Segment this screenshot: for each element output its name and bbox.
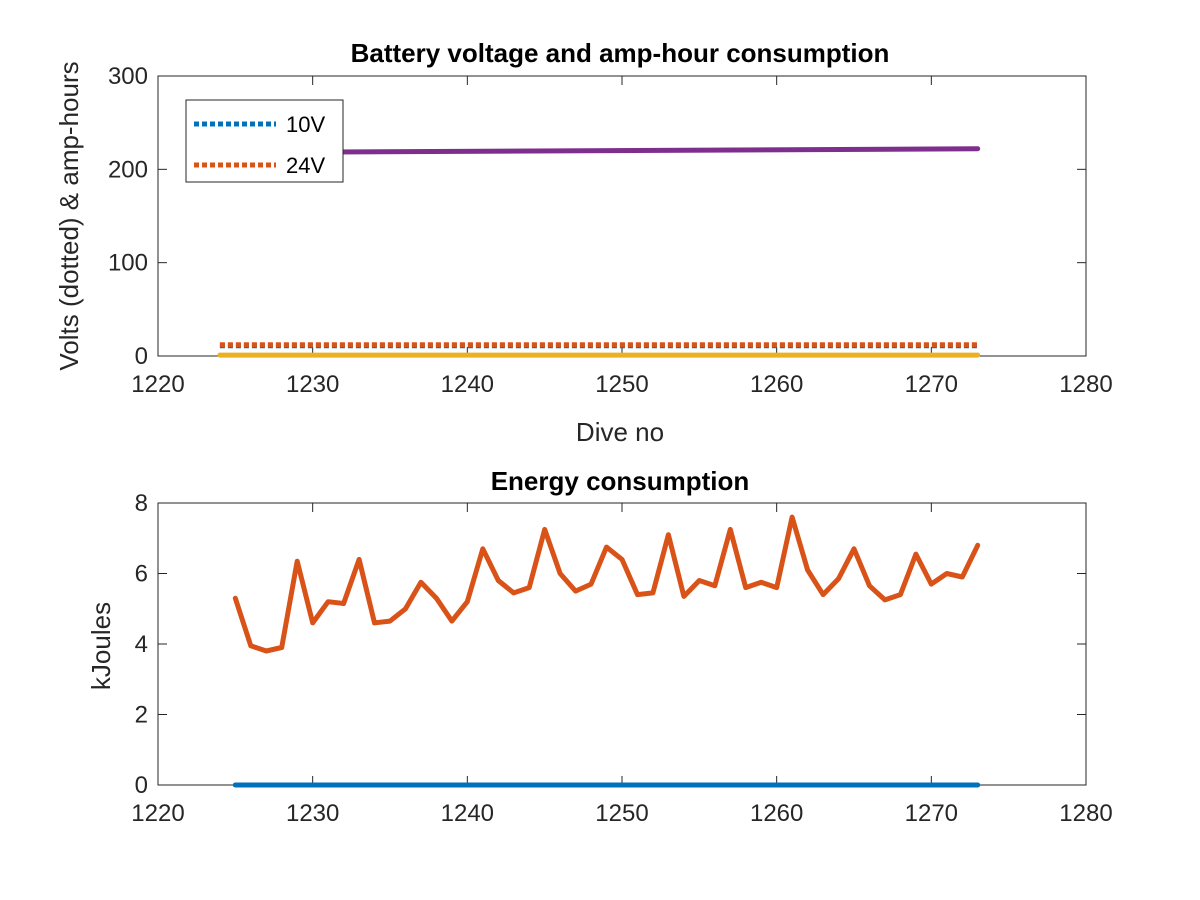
energy-ytick-label: 2: [135, 702, 148, 729]
battery-xtick-label: 1230: [286, 371, 339, 398]
energy-xtick-label: 1220: [131, 800, 184, 827]
energy-series-1-point: [250, 645, 251, 646]
energy-series-1-point: [869, 585, 870, 586]
energy-series-1-point: [977, 545, 978, 546]
energy-series-1-point: [498, 580, 499, 581]
energy-series-1-point: [823, 594, 824, 595]
energy-xtick-label: 1250: [595, 800, 648, 827]
energy-series-1-point: [652, 592, 653, 593]
energy-series-1-point: [699, 580, 700, 581]
energy-ytick-label: 8: [135, 490, 148, 517]
energy-series-1-point: [622, 559, 623, 560]
energy-series-1-point: [482, 548, 483, 549]
energy-series-1-point: [776, 587, 777, 588]
energy-axes-box: [157, 502, 1087, 786]
battery-series-0-point: [977, 345, 978, 346]
energy-series-1-point: [792, 517, 793, 518]
battery-ytick-label: 0: [135, 343, 148, 370]
energy-xtick-label: 1230: [286, 800, 339, 827]
energy-series-1-point: [668, 534, 669, 535]
battery-xtick-label: 1250: [595, 371, 648, 398]
energy-series-1-point: [606, 547, 607, 548]
energy-series-1-point: [343, 603, 344, 604]
energy-ytick-label: 6: [135, 561, 148, 588]
energy-series-1-point: [266, 651, 267, 652]
energy-series-1-point: [884, 599, 885, 600]
energy-series-1-point: [745, 587, 746, 588]
energy-series-1-point: [544, 529, 545, 530]
battery-voltage-axes: Battery voltage and amp-hour consumption…: [54, 38, 1113, 447]
energy-series-1-point: [436, 598, 437, 599]
energy-series-1-point: [420, 582, 421, 583]
battery-series-2-point: [977, 355, 978, 356]
battery-series-3-point: [977, 148, 978, 149]
energy-series-1-point: [683, 596, 684, 597]
battery-xtick-label: 1220: [131, 371, 184, 398]
energy-series-1-point: [374, 622, 375, 623]
energy-series-1-point: [359, 559, 360, 560]
energy-xtick-label: 1280: [1059, 800, 1112, 827]
battery-ytick-label: 300: [108, 63, 148, 90]
energy-series-1-point: [591, 584, 592, 585]
battery-series-line-3: [217, 146, 981, 155]
energy-series-1-point: [235, 598, 236, 599]
energy-series-1-point: [931, 584, 932, 585]
battery-ytick-label: 100: [108, 250, 148, 277]
battery-series-2-point: [219, 355, 220, 356]
energy-series-1-point: [297, 561, 298, 562]
energy-chart-ylabel: kJoules: [86, 602, 116, 690]
energy-series-1-point: [962, 577, 963, 578]
battery-chart-xlabel: Dive no: [576, 417, 664, 447]
legend-box: [185, 99, 344, 183]
energy-xtick-label: 1260: [750, 800, 803, 827]
battery-ytick-label: 200: [108, 156, 148, 183]
energy-series-0-point: [235, 785, 236, 786]
battery-xtick-label: 1280: [1059, 371, 1112, 398]
energy-series-1-point: [390, 621, 391, 622]
energy-series-1-point: [714, 585, 715, 586]
energy-series-1-point: [730, 529, 731, 530]
energy-series-1-point: [807, 569, 808, 570]
energy-series-1-point: [761, 582, 762, 583]
energy-chart-title: Energy consumption: [491, 466, 750, 496]
legend-label-0: 10V: [286, 112, 325, 137]
energy-xtick-label: 1270: [905, 800, 958, 827]
energy-series-1-point: [513, 592, 514, 593]
battery-series-1-point: [219, 344, 220, 345]
energy-series-1-point: [281, 647, 282, 648]
energy-xtick-label: 1240: [441, 800, 494, 827]
energy-series-1-point: [328, 601, 329, 602]
energy-series-1-point: [529, 587, 530, 588]
energy-consumption-axes: Energy consumption kJoules 1220 1230 1240 1…: [86, 466, 1113, 827]
energy-series-1-point: [900, 594, 901, 595]
energy-series-line-1: [232, 514, 981, 654]
energy-series-0-point: [977, 785, 978, 786]
battery-xtick-label: 1240: [441, 371, 494, 398]
energy-series-1-point: [838, 578, 839, 579]
energy-series-1-point: [405, 608, 406, 609]
battery-xtick-label: 1260: [750, 371, 803, 398]
energy-series-1-point: [575, 591, 576, 592]
energy-series-1-point: [854, 548, 855, 549]
energy-ytick-label: 4: [135, 631, 148, 658]
energy-series-1-point: [312, 622, 313, 623]
energy-series-1-point: [946, 573, 947, 574]
energy-series-1-point: [451, 621, 452, 622]
energy-series-1-point: [467, 601, 468, 602]
battery-xtick-label: 1270: [905, 371, 958, 398]
battery-chart-title: Battery voltage and amp-hour consumption: [351, 38, 890, 68]
legend-label-1: 24V: [286, 153, 325, 178]
energy-ytick-label: 0: [135, 772, 148, 799]
energy-series-1-point: [915, 554, 916, 555]
battery-series-1-point: [977, 344, 978, 345]
battery-chart-ylabel: Volts (dotted) & amp-hours: [54, 61, 84, 370]
energy-series-1-point: [560, 573, 561, 574]
energy-series-1-point: [637, 594, 638, 595]
